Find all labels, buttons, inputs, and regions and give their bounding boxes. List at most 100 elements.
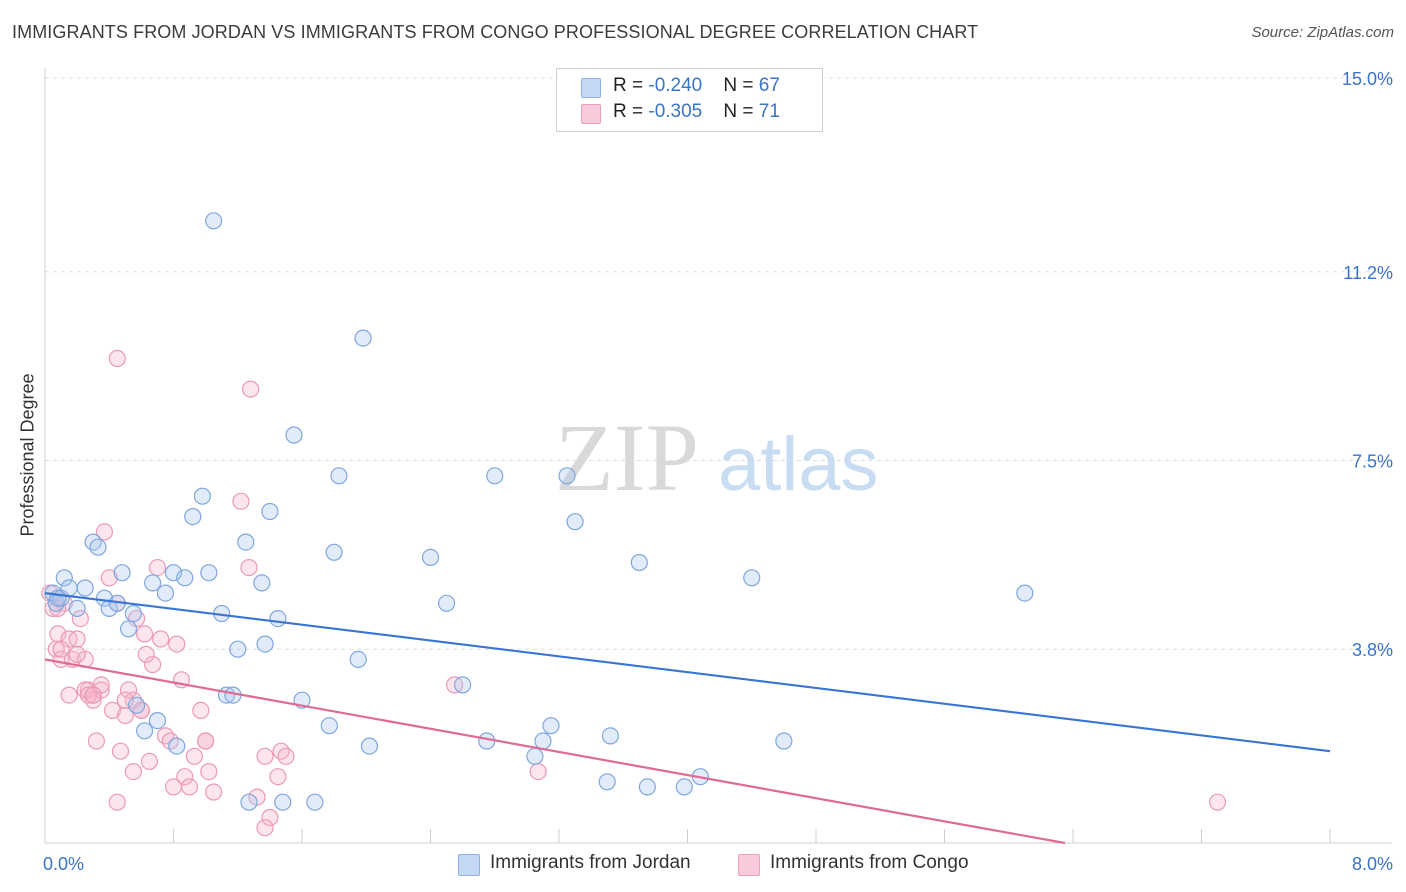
jordan-point xyxy=(119,620,138,638)
jordan-point xyxy=(49,589,67,607)
congo-point xyxy=(256,819,274,837)
jordan-points xyxy=(44,212,1034,811)
jordan-point xyxy=(437,594,456,612)
jordan-point xyxy=(630,553,648,572)
jordan-point xyxy=(360,737,379,755)
jordan-point xyxy=(354,329,372,347)
jordan-point xyxy=(775,732,793,750)
legend-r-label: R = xyxy=(613,75,649,96)
congo-point xyxy=(148,558,167,577)
congo-point xyxy=(269,768,287,786)
jordan-point xyxy=(285,426,303,444)
axes xyxy=(44,68,1392,844)
jordan-point xyxy=(205,212,223,230)
jordan-point xyxy=(89,538,107,556)
congo-point xyxy=(79,686,97,704)
jordan-point xyxy=(237,533,255,551)
jordan-point xyxy=(320,717,338,735)
jordan-point xyxy=(349,650,367,669)
jordan-point xyxy=(542,717,560,735)
jordan-point xyxy=(200,564,218,582)
congo-point xyxy=(84,686,102,704)
congo-point xyxy=(111,742,130,760)
legend-swatch-jordan xyxy=(581,78,601,98)
jordan-point xyxy=(176,569,194,587)
congo-point xyxy=(68,630,86,648)
legend-n-label: N = xyxy=(723,75,759,96)
congo-point xyxy=(168,635,186,653)
watermark-atlas: atlas xyxy=(718,422,879,507)
jordan-point xyxy=(168,737,186,755)
jordan-point xyxy=(144,574,162,592)
jordan-point xyxy=(68,599,86,618)
congo-point xyxy=(132,701,150,720)
jordan-point xyxy=(229,640,247,658)
legend-r-label: R = xyxy=(613,101,649,122)
congo-point xyxy=(232,492,250,510)
congo-point xyxy=(185,747,203,765)
congo-point xyxy=(95,523,114,541)
congo-point xyxy=(144,655,162,674)
trend-lines xyxy=(44,592,1331,845)
congo-point xyxy=(176,768,194,786)
jordan-point xyxy=(127,696,146,714)
jordan-point xyxy=(421,548,440,567)
congo-point xyxy=(60,686,78,704)
jordan-point xyxy=(256,635,274,653)
jordan-point xyxy=(306,793,324,811)
congo-trend-line xyxy=(44,658,1066,845)
congo-point xyxy=(119,681,138,699)
legend-n-value-jordan: 67 xyxy=(758,75,780,96)
legend-r-value-congo: -0.305 xyxy=(648,101,703,122)
congo-point xyxy=(135,625,154,643)
jordan-point xyxy=(526,747,544,765)
congo-point xyxy=(137,645,155,663)
congo-point xyxy=(116,706,134,725)
congo-point xyxy=(277,747,295,765)
jordan-point xyxy=(261,502,279,521)
congo-point xyxy=(256,747,274,765)
congo-point xyxy=(71,609,89,628)
jordan-point xyxy=(534,732,552,750)
legend-n-value-congo: 71 xyxy=(758,101,780,122)
congo-point xyxy=(103,701,122,720)
bottom-legend-label-congo: Immigrants from Congo xyxy=(770,852,969,873)
y-tick-label: 11.2% xyxy=(1343,263,1393,283)
jordan-point xyxy=(274,793,292,811)
jordan-point xyxy=(269,609,287,628)
congo-point xyxy=(240,558,258,577)
jordan-trend-line xyxy=(44,592,1331,753)
bottom-legend-swatch-jordan xyxy=(458,854,480,876)
y-tick-label: 7.5% xyxy=(1352,452,1393,472)
congo-point xyxy=(152,630,170,648)
jordan-point xyxy=(240,793,258,811)
jordan-point xyxy=(558,467,576,485)
congo-point xyxy=(272,742,290,760)
congo-point xyxy=(197,732,215,750)
jordan-point xyxy=(253,574,271,592)
congo-point xyxy=(140,752,159,771)
congo-point xyxy=(52,640,70,658)
congo-point xyxy=(87,732,106,750)
jordan-point xyxy=(638,778,656,796)
jordan-point xyxy=(601,727,620,745)
legend-n-label: N = xyxy=(723,101,759,122)
congo-point xyxy=(100,569,118,587)
jordan-point xyxy=(598,773,616,791)
tick-labels: 3.8% 7.5% 11.2% 15.0% 0.0% 8.0% xyxy=(43,69,1393,874)
jordan-point xyxy=(1016,584,1034,602)
jordan-point xyxy=(95,589,114,607)
bottom-legend-swatch-congo xyxy=(738,854,760,876)
legend-r-value-jordan: -0.240 xyxy=(648,75,703,96)
x-tick-label: 8.0% xyxy=(1352,854,1393,874)
y-tick-label: 15.0% xyxy=(1342,69,1393,89)
jordan-point xyxy=(325,543,343,561)
jordan-point xyxy=(135,722,154,740)
congo-point xyxy=(200,762,218,781)
congo-point xyxy=(242,380,260,398)
x-tick-label: 0.0% xyxy=(43,854,84,874)
grid-lines xyxy=(45,77,1392,650)
congo-point xyxy=(108,793,126,811)
jordan-point xyxy=(55,569,73,587)
